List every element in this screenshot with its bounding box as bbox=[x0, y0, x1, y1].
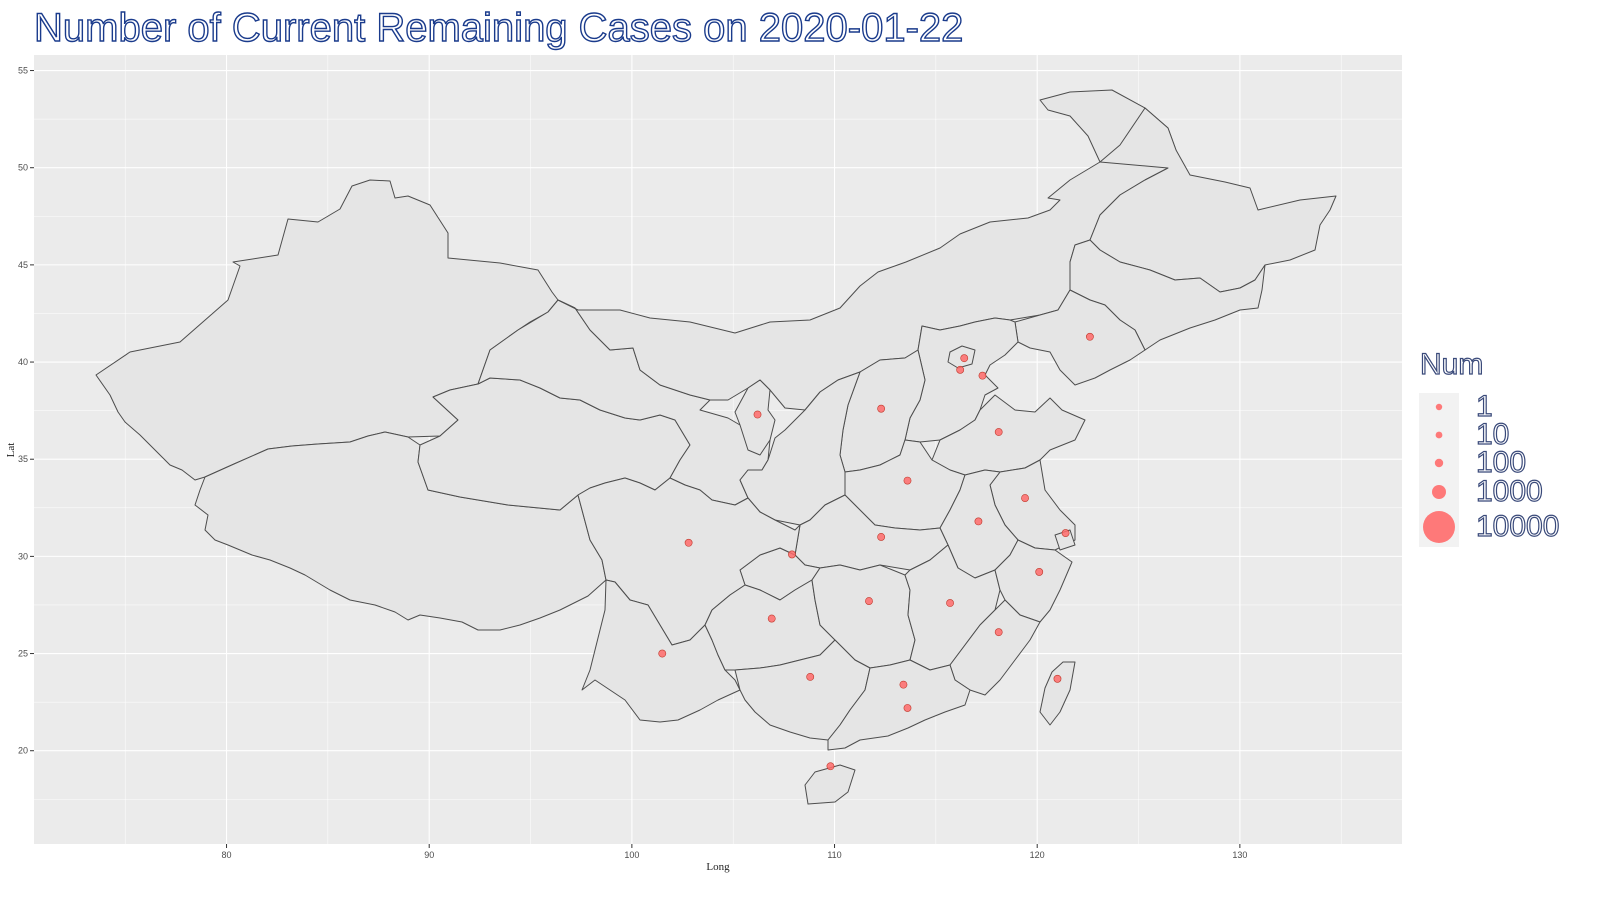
case-point bbox=[994, 428, 1003, 436]
case-point bbox=[960, 354, 969, 363]
region-taiwan bbox=[1039, 661, 1076, 726]
region-guangdong bbox=[827, 659, 971, 751]
case-point bbox=[1021, 494, 1029, 502]
case-point bbox=[899, 680, 908, 689]
legend-label: 100 bbox=[1475, 446, 1527, 479]
legend-key-circle bbox=[1432, 485, 1446, 499]
x-axis-label: Long bbox=[706, 861, 730, 873]
case-point bbox=[877, 404, 886, 413]
y-tick-label: 25 bbox=[18, 649, 28, 659]
legend-keys bbox=[1419, 393, 1459, 547]
case-point bbox=[767, 614, 776, 623]
legend-key-circle bbox=[1423, 511, 1455, 543]
legend-key-circle bbox=[1434, 458, 1444, 468]
legend-label: 1000 bbox=[1475, 475, 1543, 508]
case-point bbox=[753, 410, 762, 419]
y-tick-label: 30 bbox=[18, 551, 28, 561]
legend-key-circle bbox=[1435, 403, 1443, 411]
case-point bbox=[903, 704, 912, 712]
case-point bbox=[946, 599, 954, 607]
region-liaoning bbox=[1014, 289, 1146, 386]
legend-label: 10000 bbox=[1475, 510, 1560, 543]
case-point bbox=[1035, 568, 1044, 576]
case-point bbox=[826, 762, 835, 771]
legend-label: 10 bbox=[1475, 418, 1510, 451]
legend-label: 1 bbox=[1475, 390, 1493, 423]
case-point bbox=[994, 628, 1003, 637]
x-tick-label: 120 bbox=[1030, 850, 1045, 860]
y-axis-label: Lat bbox=[5, 443, 17, 458]
case-point bbox=[974, 517, 983, 526]
case-point bbox=[956, 365, 965, 374]
case-point bbox=[806, 672, 815, 681]
case-point bbox=[684, 538, 693, 547]
y-tick-label: 40 bbox=[18, 357, 28, 367]
x-tick-label: 130 bbox=[1232, 850, 1247, 860]
y-tick-label: 55 bbox=[18, 66, 28, 76]
case-point bbox=[877, 533, 886, 541]
x-tick-label: 100 bbox=[624, 850, 639, 860]
region-heilongjiang bbox=[1089, 107, 1337, 293]
legend-key-circle bbox=[1435, 431, 1443, 439]
china-provinces bbox=[95, 89, 1337, 805]
region-hainan bbox=[804, 764, 856, 805]
x-tick-label: 110 bbox=[827, 850, 841, 860]
legend-title: Num bbox=[1419, 347, 1484, 381]
case-point bbox=[903, 476, 912, 485]
case-point bbox=[1085, 332, 1094, 341]
case-point bbox=[788, 550, 796, 559]
case-point bbox=[658, 649, 667, 658]
y-axis-ticks: 20 25 30 35 40 45 50 55 bbox=[18, 66, 34, 756]
region-ningxia bbox=[734, 379, 776, 456]
case-point bbox=[1053, 674, 1062, 683]
chart-title: Number of Current Remaining Cases on 202… bbox=[33, 5, 964, 50]
region-tibet bbox=[194, 431, 607, 631]
case-point bbox=[1061, 529, 1070, 537]
y-tick-label: 20 bbox=[18, 746, 28, 756]
y-tick-label: 35 bbox=[18, 454, 28, 464]
case-point bbox=[978, 371, 987, 380]
x-tick-label: 90 bbox=[424, 850, 434, 860]
case-point bbox=[865, 597, 873, 605]
y-tick-label: 50 bbox=[18, 163, 28, 173]
x-tick-label: 80 bbox=[222, 850, 232, 860]
case-points bbox=[658, 332, 1094, 771]
x-axis-ticks: 80 90 100 110 120 130 bbox=[222, 844, 1247, 860]
y-tick-label: 45 bbox=[18, 260, 28, 270]
